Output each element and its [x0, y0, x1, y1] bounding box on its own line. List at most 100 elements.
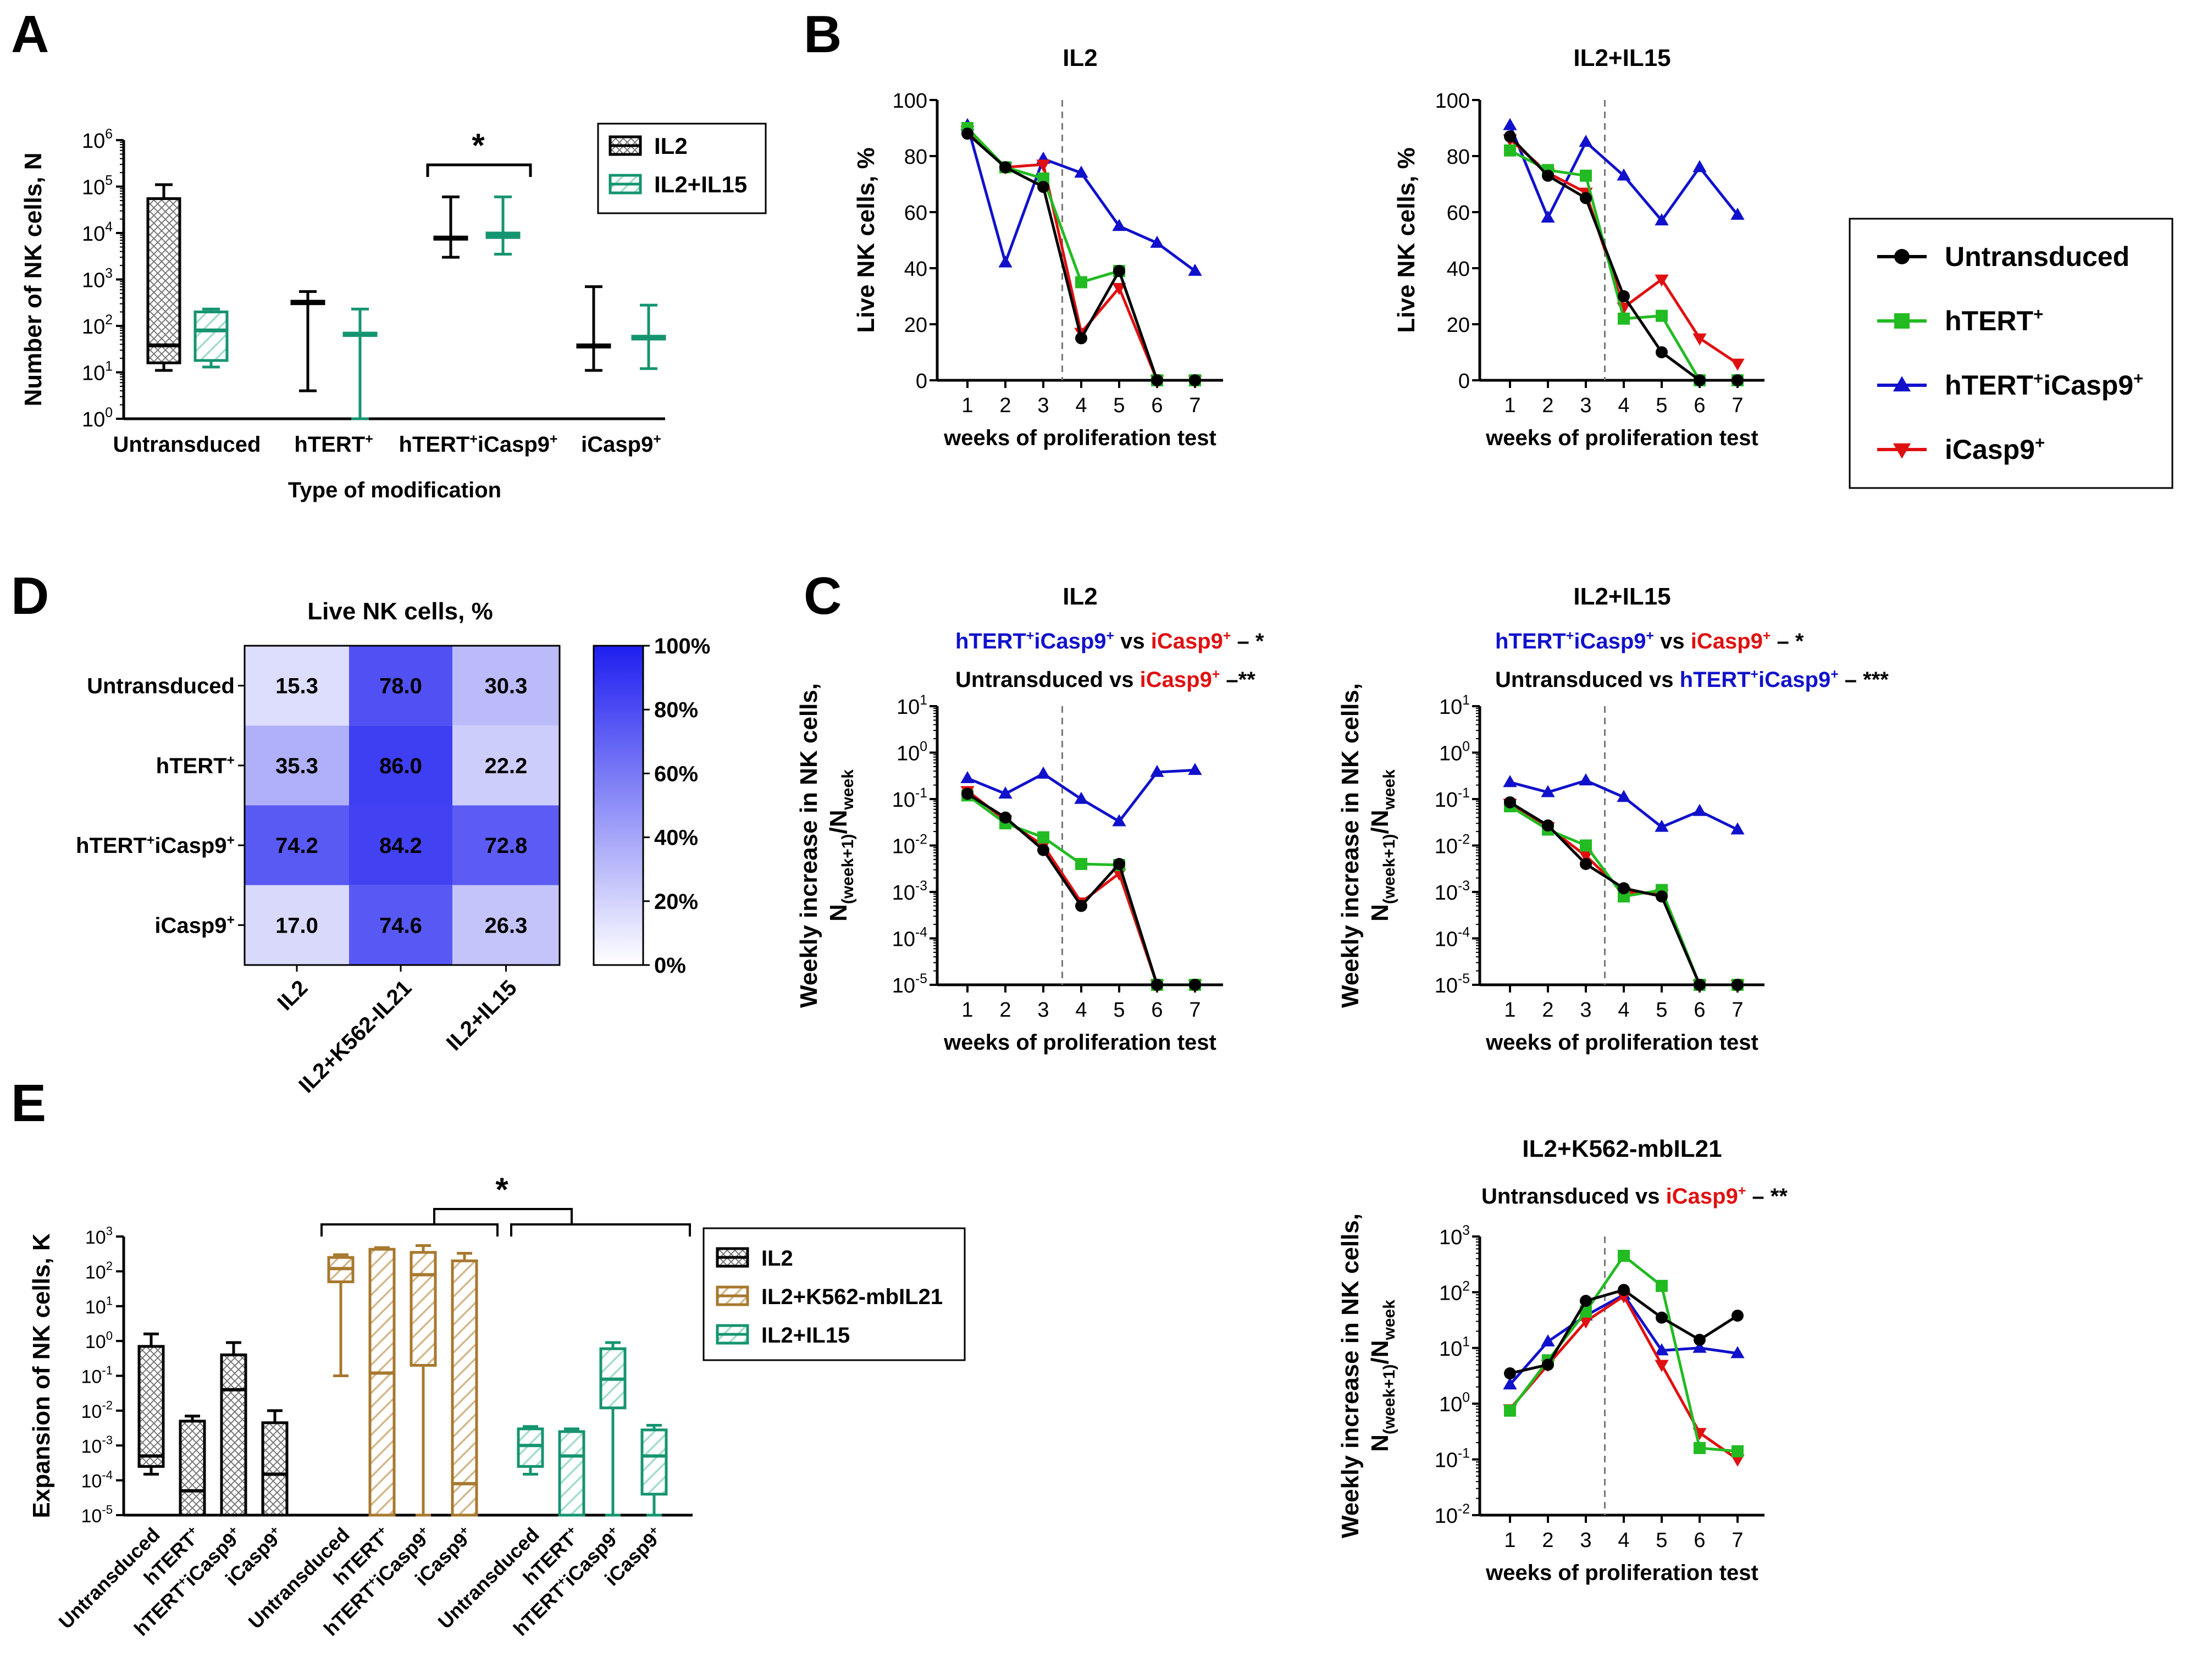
y-tick-label: 100 — [85, 1329, 113, 1352]
x-tick-label: 3 — [1580, 999, 1591, 1022]
data-point — [1655, 819, 1669, 832]
tick-exponent: 0 — [106, 1329, 113, 1343]
label-part: /N — [1367, 810, 1393, 834]
tick-exponent: 5 — [105, 173, 113, 188]
label-part: iCasp9 — [1151, 629, 1223, 653]
heatmap-title: Live NK cells, % — [307, 598, 493, 625]
label-part: Untransduced vs — [1495, 668, 1680, 692]
chart-title: IL2+K562-mbIL21 — [1522, 1135, 1722, 1162]
heatmap-cell-value: 26.3 — [485, 913, 528, 938]
tick-base: 10 — [1435, 928, 1458, 951]
tick-exponent: -1 — [1458, 1446, 1470, 1461]
heatmap-cell-value: 74.2 — [275, 834, 318, 858]
label-part: /N — [1367, 1340, 1393, 1365]
label-part: – — [1231, 629, 1255, 653]
tick-base: 10 — [81, 1401, 102, 1422]
tick-exponent: 3 — [105, 266, 113, 281]
label-part: N — [1367, 904, 1393, 922]
data-point — [960, 771, 975, 784]
data-point — [1112, 282, 1126, 295]
data-point — [1542, 1359, 1554, 1371]
legend-entry-label: hTERT+ — [1945, 304, 2043, 336]
tick-exponent: 1 — [920, 693, 927, 708]
x-tick-label: 5 — [1113, 999, 1125, 1022]
label-part: Untransduced — [1945, 241, 2129, 272]
label-part: iCasp9 — [581, 433, 653, 457]
y-tick-label: 100 — [893, 90, 927, 113]
tick-exponent: -1 — [102, 1363, 113, 1377]
category-label: iCasp9+ — [581, 432, 661, 457]
label-part: + — [469, 432, 477, 447]
y-tick-label: 10-2 — [81, 1399, 113, 1422]
panel-label-d: D — [11, 567, 49, 625]
tick-exponent: -5 — [102, 1503, 113, 1517]
legend-marker — [1893, 376, 1911, 392]
data-point — [1618, 312, 1630, 325]
legend-label: IL2 — [654, 133, 688, 159]
chart-title: IL2+IL15 — [1573, 583, 1670, 610]
y-tick-label: 20 — [1447, 314, 1470, 337]
box-iqr — [640, 1428, 668, 1496]
label-part: hTERT — [1495, 629, 1566, 653]
tick-base: 10 — [81, 1471, 102, 1492]
label-part: + — [1763, 629, 1771, 644]
chart-title: IL2 — [1063, 45, 1098, 71]
label-part: – — [1220, 668, 1238, 692]
significance-bracket — [433, 1208, 573, 1224]
y-tick-label: 100 — [1439, 739, 1470, 765]
y-tick-label: 101 — [85, 1294, 113, 1317]
x-tick-label: 1 — [961, 999, 973, 1022]
y-tick-label: 40 — [904, 258, 927, 281]
label-part: + — [365, 432, 373, 447]
data-point — [1112, 814, 1126, 827]
data-point — [1189, 979, 1201, 991]
x-tick-label: 2 — [1542, 394, 1553, 417]
y-tick-label: 102 — [1439, 1279, 1470, 1305]
tick-base: 10 — [85, 1297, 106, 1318]
x-tick-label: 5 — [1656, 1529, 1667, 1552]
x-axis-label: weeks of proliferation test — [1485, 1561, 1758, 1585]
tick-exponent: 0 — [920, 739, 927, 754]
label-part: ** — [1771, 1184, 1788, 1208]
data-point — [1579, 1316, 1593, 1329]
label-part: iCasp9 — [478, 433, 550, 457]
heatmap-cell-value: 84.2 — [379, 834, 422, 858]
data-point — [1036, 766, 1050, 779]
tick-exponent: -5 — [915, 972, 927, 986]
box-iqr — [220, 1353, 247, 1517]
label-part: (week+1) — [1380, 834, 1398, 905]
x-tick-label: 6 — [1694, 1529, 1705, 1552]
tick-base: 10 — [82, 223, 105, 246]
heatmap-cell — [452, 725, 560, 806]
tick-exponent: 0 — [105, 406, 113, 420]
tick-base: 10 — [1439, 1338, 1462, 1361]
label-part: – — [1771, 629, 1795, 653]
data-point — [1694, 979, 1706, 991]
data-point — [1692, 160, 1707, 173]
tick-base: 10 — [897, 696, 920, 719]
y-tick-label: 100 — [1439, 1390, 1470, 1416]
series-line-htert — [1509, 149, 1738, 382]
tick-exponent: 2 — [106, 1259, 113, 1273]
heatmap-cell-value: 22.2 — [485, 754, 528, 778]
panel-labels: A B C D E — [11, 5, 842, 1133]
y-tick-label: 10-1 — [1435, 786, 1470, 812]
y-axis-label-ratio: N(week+1)/Nweek — [825, 769, 857, 922]
data-point — [999, 811, 1011, 824]
x-tick-label: 4 — [1618, 1529, 1629, 1552]
data-point — [1075, 332, 1087, 345]
y-tick-label: 0 — [916, 370, 927, 393]
data-point — [1542, 819, 1554, 832]
x-tick-label: 1 — [961, 394, 973, 417]
legend-marker — [1893, 443, 1911, 459]
tick-base: 10 — [892, 928, 915, 951]
x-axis-label: weeks of proliferation test — [1485, 1030, 1758, 1055]
tick-exponent: -3 — [102, 1433, 113, 1447]
y-tick-label: 102 — [85, 1259, 113, 1283]
tick-base: 10 — [82, 130, 105, 153]
heatmap-row-label: Untransduced — [87, 674, 235, 698]
data-point — [1189, 374, 1201, 386]
heatmap-column-label: IL2+K562-IL21 — [294, 975, 416, 1097]
data-point — [1580, 192, 1592, 204]
